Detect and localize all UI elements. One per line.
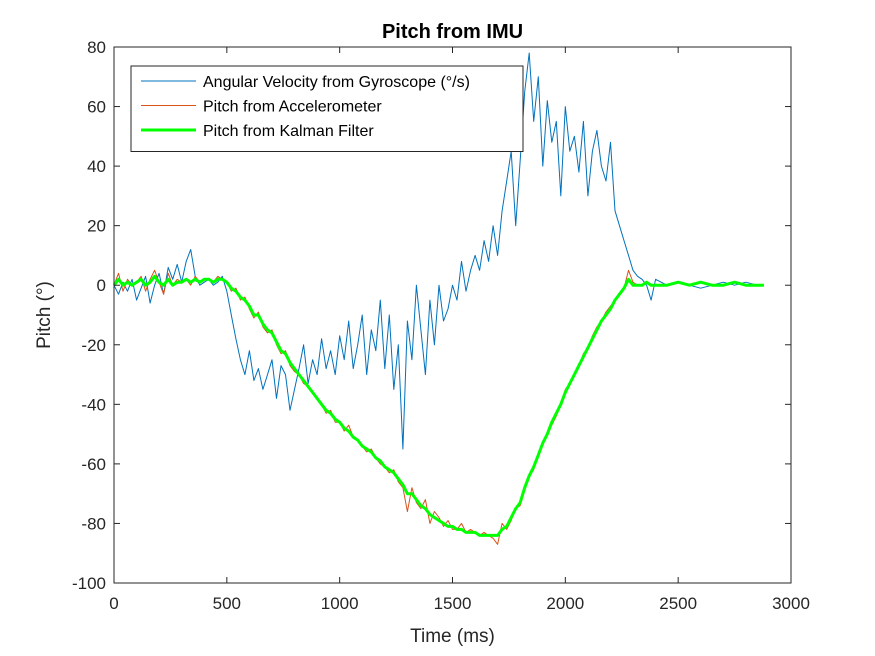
y-tick-label: 80 [87,38,106,57]
y-tick-label: 0 [97,276,106,295]
y-tick-label: 20 [87,217,106,236]
legend-label-1: Angular Velocity from Gyroscope (°/s) [203,74,470,91]
chart-title: Pitch from IMU [382,21,523,43]
legend-box [130,65,524,152]
series-line-3 [112,274,764,537]
y-tick-label: 60 [87,98,106,117]
y-tick-label: -40 [81,395,106,414]
legend: Angular Velocity from Gyroscope (°/s) Pit… [130,65,524,152]
x-tick-label: 0 [109,594,118,613]
x-tick-label: 2000 [546,594,584,613]
x-tick-label: 1000 [321,594,359,613]
x-tick-label: 500 [213,594,241,613]
y-axis-ticks: -100 -80 -60 -40 -20 0 20 40 60 80 [72,38,791,593]
x-axis-ticks: 0 500 1000 1500 2000 2500 3000 [109,47,810,613]
series-layer [112,52,764,545]
x-tick-label: 3000 [772,594,810,613]
x-axis-label: Time (ms) [410,626,495,647]
y-tick-label: -20 [81,336,106,355]
legend-label-3: Pitch from Kalman Filter [203,123,374,140]
series-line-1 [113,52,764,450]
legend-label-2: Pitch from Accelerometer [203,99,382,116]
y-tick-label: -100 [72,574,106,593]
legend-entries: Angular Velocity from Gyroscope (°/s) Pit… [141,74,470,140]
y-tick-label: -60 [81,455,106,474]
y-axis-label: Pitch (°) [34,281,55,349]
y-tick-label: -80 [81,514,106,533]
x-tick-label: 1500 [434,594,472,613]
y-tick-label: 40 [87,157,106,176]
x-tick-label: 2500 [659,594,697,613]
